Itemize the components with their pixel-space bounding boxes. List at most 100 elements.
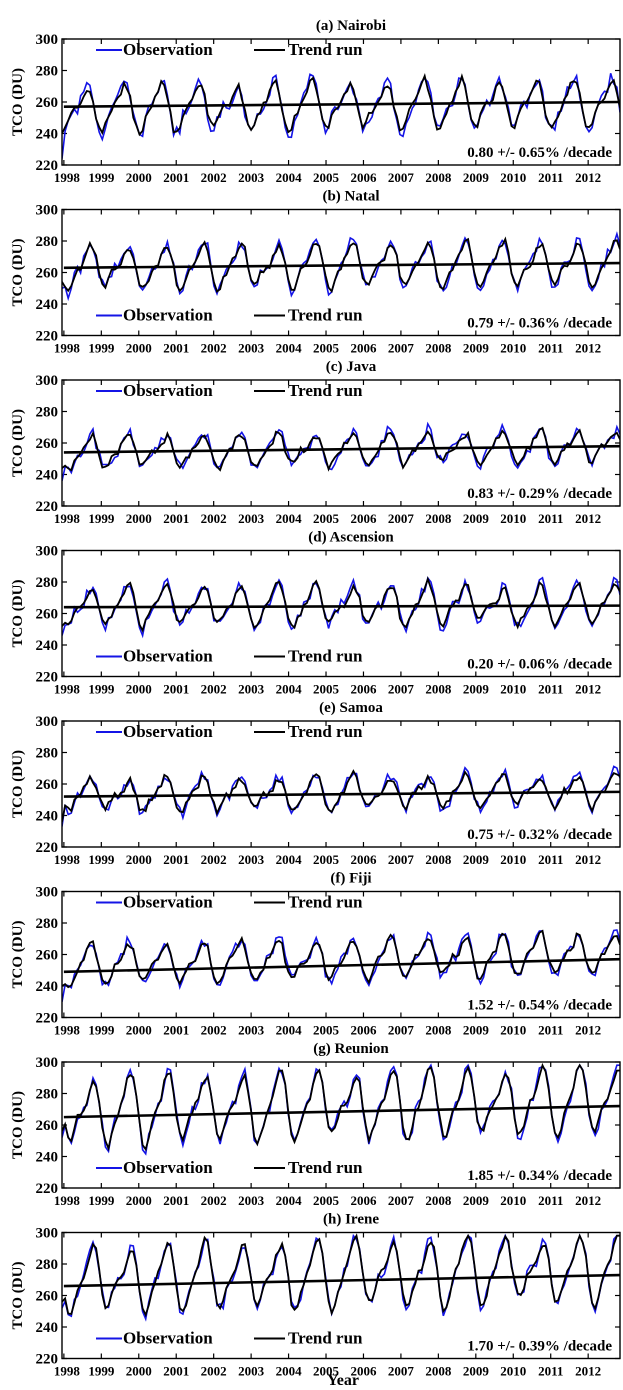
panel-title: (e) Samoa <box>319 700 383 716</box>
y-tick-label: 300 <box>36 32 59 48</box>
x-tick-label: 2001 <box>163 1364 189 1379</box>
x-tick-label: 1999 <box>88 852 115 867</box>
x-tick-label: 1999 <box>88 1193 115 1208</box>
x-tick-label: 2007 <box>388 341 415 356</box>
x-tick-label: 2005 <box>313 170 340 185</box>
y-tick-label: 260 <box>36 607 59 623</box>
x-tick-label: 2005 <box>313 1364 340 1379</box>
x-tick-label: 2004 <box>276 1023 303 1038</box>
observation-line <box>62 1233 620 1322</box>
panel-3: (c) Java TCO (DU) 220 240 260 280 300 1998 1999 2… <box>10 359 621 526</box>
x-tick-label: 2000 <box>126 1193 152 1208</box>
x-tick-label: 2006 <box>350 1193 377 1208</box>
x-tick-label: 2000 <box>126 511 152 526</box>
x-tick-label: 1998 <box>54 852 81 867</box>
x-tick-label: 2011 <box>538 511 563 526</box>
x-tick-label: 2012 <box>575 852 601 867</box>
x-tick-label: 2010 <box>500 341 526 356</box>
linear-trend-line <box>63 790 621 798</box>
x-tick-label: 2003 <box>238 1193 265 1208</box>
y-tick-label: 260 <box>36 1289 59 1305</box>
panel-7: (g) Reunion TCO (DU) 220 240 260 280 300 1998 19… <box>10 1041 621 1208</box>
x-tick-label: 2002 <box>201 852 227 867</box>
legend-trend-label: Trend run <box>288 1329 363 1348</box>
x-tick-label: 2003 <box>238 511 265 526</box>
x-tick-label: 2005 <box>313 682 340 697</box>
trend-run-line <box>62 1233 620 1318</box>
panel-title: (b) Natal <box>322 189 379 205</box>
x-tick-label: 2003 <box>238 170 265 185</box>
y-tick-label: 240 <box>36 127 59 143</box>
y-tick-label: 220 <box>36 670 59 686</box>
y-tick-label: 280 <box>36 746 59 762</box>
x-tick-label: 2000 <box>126 682 152 697</box>
trend-annotation: 0.75 +/- 0.32% /decade <box>467 827 612 843</box>
linear-trend-line <box>63 261 621 270</box>
panel-4: (d) Ascension TCO (DU) 220 240 260 280 300 1998… <box>10 530 621 697</box>
plot-frame <box>61 720 621 848</box>
x-tick-label: 2001 <box>163 852 189 867</box>
plot-frame <box>61 208 621 337</box>
plot-frame <box>61 379 621 507</box>
panel-1: (a) Nairobi TCO (DU) 220 240 260 280 300 1998 19… <box>10 18 621 185</box>
x-tick-label: 2008 <box>425 852 452 867</box>
observation-line <box>62 231 620 302</box>
y-tick-label: 300 <box>36 1226 59 1242</box>
y-tick-label: 220 <box>36 158 59 174</box>
y-tick-label: 280 <box>36 405 59 421</box>
y-tick-label: 240 <box>36 297 59 313</box>
x-tick-label: 2004 <box>276 852 303 867</box>
panel-title: (c) Java <box>326 359 377 375</box>
x-tick-label: 2007 <box>388 682 415 697</box>
y-tick-label: 260 <box>36 95 59 111</box>
plot-frame <box>61 1061 621 1189</box>
panel-2: (b) Natal TCO (DU) 220 240 260 280 300 1998 1999… <box>10 189 621 356</box>
trend-annotation: 0.80 +/- 0.65% /decade <box>467 145 612 161</box>
plot-frame <box>61 890 621 1019</box>
x-tick-label: 1998 <box>54 682 81 697</box>
x-tick-label: 2004 <box>276 170 303 185</box>
x-tick-label: 2003 <box>238 341 265 356</box>
x-tick-label: 2010 <box>500 1193 526 1208</box>
legend-observation-label: Observation <box>123 1158 213 1177</box>
x-tick-label: 2006 <box>350 852 377 867</box>
plot-frame <box>61 1231 621 1360</box>
y-tick-label: 260 <box>36 948 59 964</box>
x-tick-label: 2000 <box>126 341 152 356</box>
linear-trend-line <box>63 604 621 609</box>
trend-annotation: 0.79 +/- 0.36% /decade <box>467 316 612 332</box>
y-axis-label: TCO (DU) <box>10 580 26 648</box>
y-tick-label: 280 <box>36 1087 59 1103</box>
x-tick-label: 2008 <box>425 170 452 185</box>
x-tick-label: 2012 <box>575 1193 601 1208</box>
x-tick-label: 2005 <box>313 1193 340 1208</box>
y-axis-label: TCO (DU) <box>10 1091 26 1159</box>
x-tick-label: 2011 <box>538 1023 563 1038</box>
x-tick-label: 1998 <box>54 341 81 356</box>
legend-trend-label: Trend run <box>288 306 363 325</box>
x-tick-label: 2005 <box>313 852 340 867</box>
x-tick-label: 2007 <box>388 1364 415 1379</box>
y-tick-label: 300 <box>36 885 59 901</box>
trend-run-line <box>62 1062 620 1152</box>
x-tick-label: 2001 <box>163 341 189 356</box>
trend-annotation: 1.70 +/- 0.39% /decade <box>467 1339 612 1355</box>
y-tick-label: 240 <box>36 1150 59 1166</box>
x-tick-label: 2005 <box>313 511 340 526</box>
x-tick-label: 1998 <box>54 170 81 185</box>
legend-trend-label: Trend run <box>288 1158 363 1177</box>
x-tick-label: 1999 <box>88 511 115 526</box>
y-axis-label: TCO (DU) <box>10 1262 26 1330</box>
trend-annotation: 0.83 +/- 0.29% /decade <box>467 486 612 502</box>
x-tick-label: 2012 <box>575 682 601 697</box>
x-tick-label: 2012 <box>575 341 601 356</box>
x-tick-label: 2002 <box>201 1364 227 1379</box>
x-tick-label: 2006 <box>350 682 377 697</box>
y-tick-label: 220 <box>36 840 59 856</box>
legend-trend-label: Trend run <box>288 893 363 912</box>
x-tick-label: 2009 <box>463 511 490 526</box>
x-tick-label: 2002 <box>201 1023 227 1038</box>
x-tick-label: 2001 <box>163 511 189 526</box>
x-tick-label: 2010 <box>500 852 526 867</box>
